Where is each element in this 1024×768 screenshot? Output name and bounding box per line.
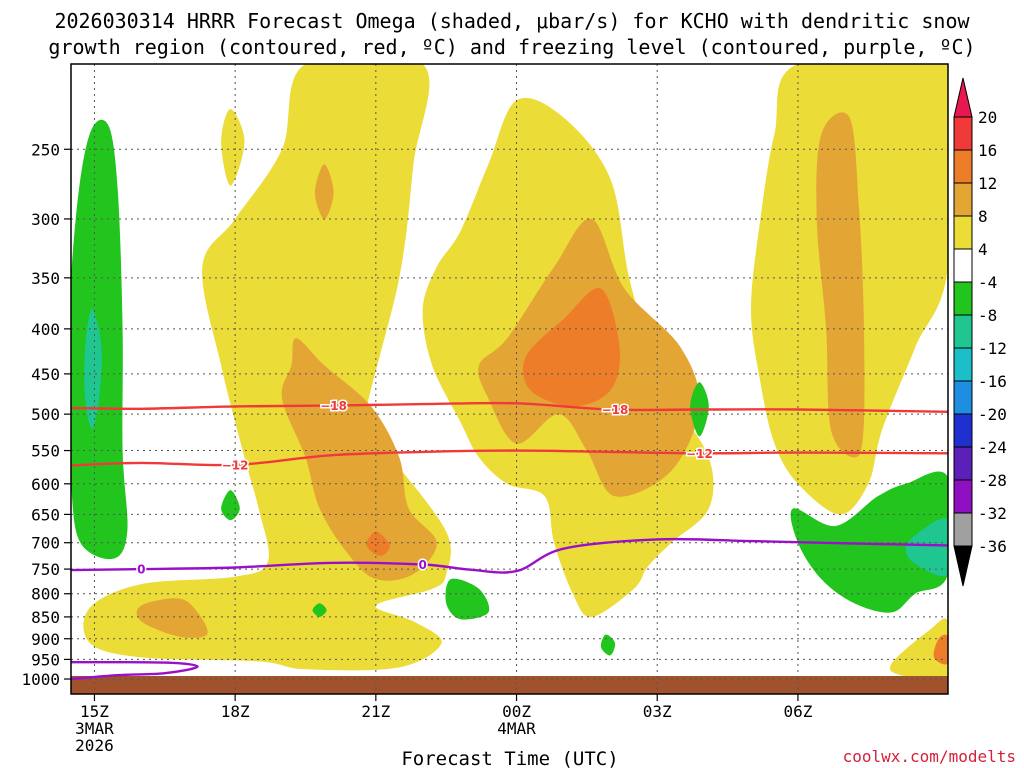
y-tick-label-250: 250 (31, 140, 60, 159)
colorbar-segment-10 (953, 446, 973, 481)
colorbar-segment-7 (953, 347, 973, 382)
contour-label-0-1: −18 (602, 403, 629, 417)
contour-line-3 (71, 660, 199, 681)
omega-region-1-4 (314, 164, 334, 219)
omega-region-0-4 (221, 109, 245, 186)
x-tick-label-12-0: 03Z (643, 702, 672, 721)
x-tick-label-9-0: 00Z (502, 702, 531, 721)
omega-region-0-3 (889, 618, 948, 683)
omega-region-2-0 (522, 287, 621, 407)
colorbar-segment-5 (953, 281, 973, 316)
x-tick-label-9-1: 4MAR (497, 719, 536, 738)
y-tick-label-800: 800 (31, 585, 60, 604)
colorbar-label-5: -4 (978, 273, 997, 292)
contour-label-1-0: −12 (222, 458, 249, 472)
colorbar-label-6: -8 (978, 306, 997, 325)
colorbar-label-12: -32 (978, 504, 1007, 523)
omega-region-2-2 (933, 634, 948, 665)
x-tick-label-6-0: 21Z (361, 702, 390, 721)
y-tick-label-550: 550 (31, 442, 60, 461)
omega-region-3-2 (312, 603, 327, 617)
y-tick-label-950: 950 (31, 650, 60, 669)
colorbar-segment-8 (953, 380, 973, 415)
y-tick-label-900: 900 (31, 630, 60, 649)
omega-region-4-1 (905, 518, 948, 577)
contour-line-1 (71, 449, 948, 467)
colorbar-segment-2 (953, 182, 973, 217)
omega-region-3-5 (790, 471, 948, 613)
y-tick-label-1000: 1000 (21, 670, 60, 689)
y-tick-label-750: 750 (31, 560, 60, 579)
omega-shading (71, 64, 948, 683)
colorbar-label-2: 12 (978, 174, 997, 193)
colorbar-top-arrow (953, 77, 973, 118)
y-tick-label-850: 850 (31, 608, 60, 627)
contour-line-0 (71, 401, 948, 413)
colorbar-label-10: -24 (978, 438, 1007, 457)
x-tick-label-15-0: 06Z (783, 702, 812, 721)
chart-title-line-1: 2026030314 HRRR Forecast Omega (shaded, … (54, 9, 970, 33)
colorbar-label-7: -12 (978, 339, 1007, 358)
colorbar-label-8: -16 (978, 372, 1007, 391)
contour-label-0-0: −18 (320, 399, 347, 413)
colorbar-segment-6 (953, 314, 973, 349)
colorbar-segment-0 (953, 116, 973, 151)
y-tick-label-450: 450 (31, 365, 60, 384)
x-axis-title: Forecast Time (UTC) (401, 748, 618, 768)
y-tick-label-650: 650 (31, 505, 60, 524)
contour-label-2-0: 0 (137, 563, 145, 577)
y-tick-label-400: 400 (31, 320, 60, 339)
temperature-contours: −18 −18 −12 −12 0 0 (71, 398, 948, 681)
plot-frame (70, 63, 949, 695)
colorbar-segment-3 (953, 215, 973, 250)
colorbar-segment-12 (953, 512, 973, 547)
omega-region-1-0 (281, 338, 437, 581)
colorbar-label-4: 4 (978, 240, 988, 259)
y-tick-label-500: 500 (31, 405, 60, 424)
colorbar-segment-1 (953, 149, 973, 184)
colorbar-bottom-arrow (953, 545, 973, 587)
omega-region-3-6 (600, 634, 616, 656)
colorbar-label-3: 8 (978, 207, 988, 226)
omega-region-1-2 (816, 112, 865, 458)
omega-region-4-0 (84, 309, 102, 430)
credit-text: coolwx.com/modelts (843, 747, 1016, 766)
colorbar-segment-4 (953, 248, 973, 283)
y-tick-label-300: 300 (31, 210, 60, 229)
y-tick-label-700: 700 (31, 534, 60, 553)
x-tick-label-0-2: 2026 (75, 736, 114, 755)
y-tick-label-600: 600 (31, 475, 60, 494)
contour-label-1-1: −12 (686, 447, 713, 461)
omega-region-1-3 (136, 598, 208, 638)
colorbar-label-13: -36 (978, 537, 1007, 556)
omega-region-3-3 (445, 578, 490, 620)
colorbar-segment-9 (953, 413, 973, 448)
colorbar-label-0: 20 (978, 108, 997, 127)
colorbar-label-1: 16 (978, 141, 997, 160)
colorbar-segment-11 (953, 479, 973, 514)
contour-line-2 (71, 537, 948, 574)
contour-label-2-1: 0 (419, 558, 427, 572)
x-tick-label-0-0: 15Z (80, 702, 109, 721)
chart-title-line-2: growth region (contoured, red, ºC) and f… (48, 35, 975, 59)
colorbar-label-9: -20 (978, 405, 1007, 424)
y-tick-label-350: 350 (31, 269, 60, 288)
pressure-axis: 250 300 350 400 450 500 550 600 650 700 750 800 850 9… (21, 140, 71, 689)
x-tick-label-3-0: 18Z (221, 702, 250, 721)
omega-colorbar: 20 16 12 8 4 -4 -8 -12 -16 -20 -24 -28 -32 -36 (953, 77, 1007, 587)
colorbar-label-11: -28 (978, 471, 1007, 490)
omega-region-2-1 (366, 531, 390, 557)
x-tick-label-0-1: 3MAR (75, 719, 114, 738)
terrain-ground (71, 676, 948, 694)
